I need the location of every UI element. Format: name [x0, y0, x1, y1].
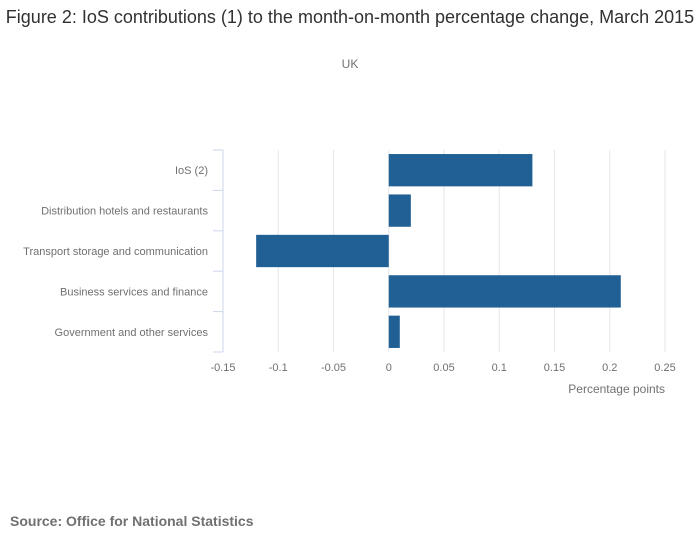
bar[interactable]: [256, 234, 389, 268]
x-tick-label: 0.25: [654, 362, 675, 374]
x-tick-label: 0.2: [602, 362, 617, 374]
x-tick-label: -0.15: [210, 362, 235, 374]
source-note: Source: Office for National Statistics: [10, 513, 254, 529]
x-axis-ticks: -0.15 -0.1 -0.05 0 0.05 0.1 0.15 0.2 0.25: [210, 362, 675, 374]
bar[interactable]: [388, 275, 621, 308]
chart-title: Figure 2: IoS contributions (1) to the m…: [5, 7, 695, 27]
category-label: Government and other services: [55, 327, 209, 339]
x-tick-label: 0.1: [492, 362, 507, 374]
x-tick-label: -0.1: [269, 362, 288, 374]
category-label: Business services and finance: [60, 286, 208, 298]
bar[interactable]: [388, 194, 411, 227]
chart-subtitle: UK: [341, 57, 359, 71]
x-tick-label: 0.15: [544, 362, 565, 374]
x-tick-label: 0.05: [433, 362, 454, 374]
x-tick-label: 0: [386, 362, 392, 374]
category-label: Distribution hotels and restaurants: [41, 206, 208, 218]
category-labels: IoS (2) Distribution hotels and restauran…: [23, 165, 208, 339]
y-axis: [213, 149, 224, 353]
category-label: IoS (2): [175, 165, 208, 177]
bar[interactable]: [388, 154, 533, 187]
bar[interactable]: [388, 315, 400, 348]
bars: [256, 154, 621, 348]
category-label: Transport storage and communication: [23, 246, 208, 258]
x-tick-label: -0.05: [321, 362, 346, 374]
x-axis-title: Percentage points: [568, 382, 665, 396]
